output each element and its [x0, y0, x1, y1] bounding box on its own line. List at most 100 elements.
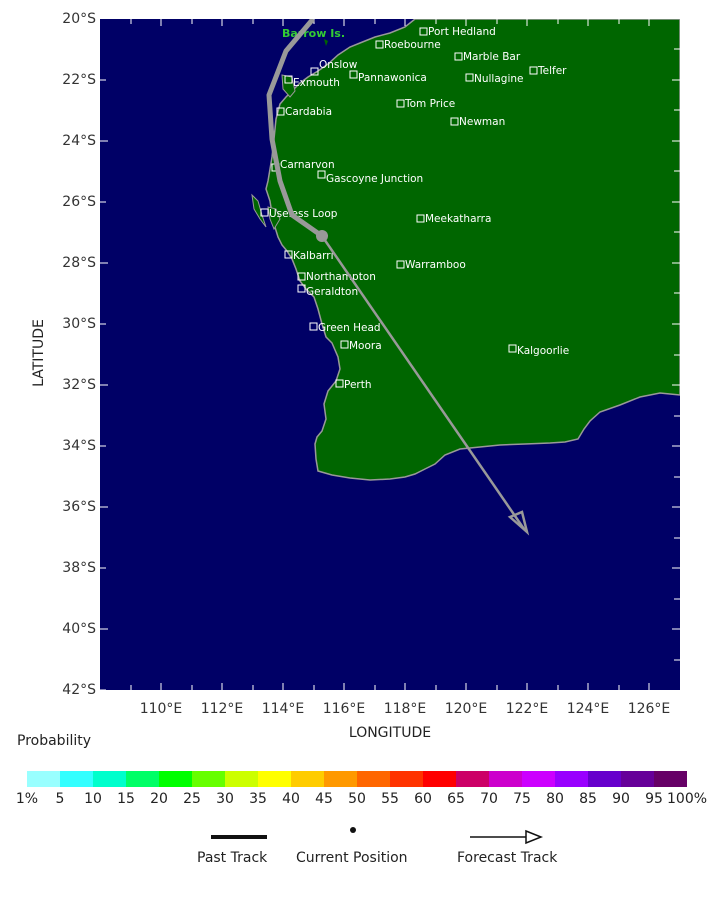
colorbar-label: 65 [447, 791, 465, 807]
colorbar-label: 1% [15, 791, 39, 807]
island [324, 39, 328, 46]
current-position-label: Current Position [296, 850, 408, 866]
colorbar-swatch [423, 771, 456, 787]
past-track-line [266, 19, 324, 239]
colorbar-swatch [555, 771, 588, 787]
city-label: Cardabia [285, 106, 332, 118]
city-label: Northampton [306, 271, 376, 283]
colorbar-label: 40 [282, 791, 300, 807]
past-track-symbol-icon [211, 835, 267, 839]
city-labels: Port Hedland Roebourne Marble Bar Onslow… [269, 26, 569, 391]
island-label: Barrow Is. [282, 27, 345, 40]
city-label: Telfer [537, 65, 567, 77]
colorbar-label: 20 [150, 791, 168, 807]
colorbar-label: 80 [546, 791, 564, 807]
colorbar-label: 50 [348, 791, 366, 807]
lat-tick: 38°S [62, 560, 96, 576]
colorbar-swatch [291, 771, 324, 787]
map-canvas: Barrow Is. P [100, 19, 680, 690]
colorbar-swatch [588, 771, 621, 787]
past-track-label: Past Track [197, 850, 268, 866]
city-label: Warramboo [405, 259, 466, 271]
lat-tick: 42°S [62, 682, 96, 698]
lat-tick: 36°S [62, 499, 96, 515]
colorbar-label: 70 [480, 791, 498, 807]
lat-tick: 28°S [62, 255, 96, 271]
city-label: Nullagine [474, 73, 523, 85]
city-label: Green Head [318, 322, 381, 334]
lat-tick: 24°S [62, 133, 96, 149]
colorbar-label: 15 [117, 791, 135, 807]
colorbar-label: 55 [381, 791, 399, 807]
colorbar-swatch [522, 771, 555, 787]
lat-tick: 34°S [62, 438, 96, 454]
lat-tick: 30°S [62, 316, 96, 332]
lon-tick: 118°E [383, 701, 427, 717]
colorbar-swatch [126, 771, 159, 787]
lon-tick: 122°E [505, 701, 549, 717]
city-label: Useless Loop [269, 208, 338, 220]
colorbar-swatch [93, 771, 126, 787]
forecast-track-line [320, 235, 526, 530]
city-label: Gascoyne Junction [326, 173, 423, 185]
city-label: Geraldton [306, 286, 358, 298]
colorbar-swatch [258, 771, 291, 787]
colorbar-label: 75 [513, 791, 531, 807]
city-label: Carnarvon [280, 159, 335, 171]
colorbar-swatch [621, 771, 654, 787]
city-label: Moora [349, 340, 382, 352]
latitude-axis-title: LATITUDE [31, 319, 47, 387]
colorbar-label: 35 [249, 791, 267, 807]
city-label: Kalbarri [293, 250, 334, 262]
lat-tick: 32°S [62, 377, 96, 393]
lon-tick: 116°E [322, 701, 366, 717]
city-markers [260, 27, 538, 388]
colorbar-swatch [654, 771, 687, 787]
colorbar-swatch [390, 771, 423, 787]
lon-tick: 124°E [566, 701, 610, 717]
colorbar-swatch [456, 771, 489, 787]
city-label: Port Hedland [428, 26, 496, 38]
colorbar-swatch [159, 771, 192, 787]
longitude-axis-title: LONGITUDE [348, 725, 432, 741]
colorbar-label: 25 [183, 791, 201, 807]
colorbar-label: 85 [579, 791, 597, 807]
forecast-track-symbol-icon [470, 829, 544, 845]
lon-tick: 110°E [139, 701, 183, 717]
lon-tick: 126°E [627, 701, 671, 717]
city-label: Newman [459, 116, 505, 128]
city-label: Tom Price [404, 98, 455, 110]
forecast-track-label: Forecast Track [457, 850, 558, 866]
colorbar-label: 95 [645, 791, 663, 807]
lon-tick: 114°E [261, 701, 305, 717]
forecast-arrowhead-icon [507, 510, 530, 536]
current-position-symbol-icon [350, 827, 356, 833]
city-label: Pannawonica [358, 72, 427, 84]
city-label: Perth [344, 379, 372, 391]
city-label: Exmouth [293, 77, 340, 89]
lon-tick: 120°E [444, 701, 488, 717]
colorbar-swatch [192, 771, 225, 787]
lat-tick: 40°S [62, 621, 96, 637]
colorbar-label: 60 [414, 791, 432, 807]
probability-title: Probability [17, 733, 92, 749]
peninsula [251, 193, 267, 228]
city-label: Marble Bar [463, 51, 521, 63]
colorbar-label: 45 [315, 791, 333, 807]
colorbar-swatch [324, 771, 357, 787]
peninsula [267, 206, 281, 231]
city-label: Roebourne [384, 39, 441, 51]
city-label: Kalgoorlie [517, 345, 569, 357]
tick-marks [100, 19, 680, 690]
lat-tick: 22°S [62, 72, 96, 88]
colorbar-label: 5 [55, 791, 65, 807]
lat-tick: 20°S [62, 11, 96, 27]
colorbar-swatch [60, 771, 93, 787]
colorbar-swatch [225, 771, 258, 787]
map-panel: Barrow Is. P [100, 19, 680, 690]
colorbar-label: 90 [612, 791, 630, 807]
colorbar-swatch [489, 771, 522, 787]
colorbar-label: 30 [216, 791, 234, 807]
lat-tick: 26°S [62, 194, 96, 210]
colorbar-swatch [357, 771, 390, 787]
